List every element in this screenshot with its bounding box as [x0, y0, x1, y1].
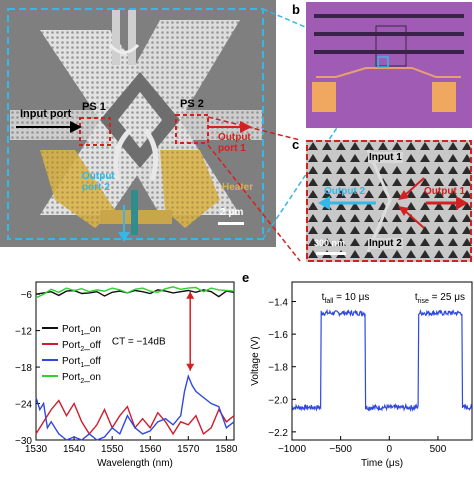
x-tick-label-e-1: −500 — [329, 444, 352, 455]
panel-label-b: b — [292, 2, 300, 17]
scale-bar-label-a: 2 μm — [220, 207, 244, 218]
fall-time-annotation-suffix: = 10 μs — [333, 292, 369, 303]
series-line-Port2_off — [35, 399, 235, 436]
x-axis-label-d: Wavelength (nm) — [97, 458, 173, 469]
y-tick-label-d-4: −30 — [15, 436, 32, 447]
heater-label: Heater — [222, 182, 254, 193]
y-axis-label-e: Voltage (V) — [250, 336, 261, 385]
output-port-1-label: Output port 1 — [218, 132, 251, 154]
ps1-label: PS 1 — [82, 101, 106, 113]
y-tick-label-e-1: −1.6 — [268, 330, 288, 341]
y-tick-label-e-2: −1.8 — [268, 363, 288, 374]
plot-frame-d — [35, 281, 235, 441]
ct-annotation: CT = −14dB — [112, 337, 166, 348]
legend-label-Port2_on: Port2_on — [62, 372, 101, 385]
panel-d: 1530 1540 1550 1560 1570 1580 −6 −12 −18 −24 −30 Wa… — [0, 276, 240, 474]
series-line-voltage — [291, 308, 473, 413]
y-tick-label-d-1: −12 — [15, 327, 32, 338]
input1-label: Input 1 — [368, 152, 403, 163]
legend-label-Port2_off-sub: 2 — [80, 346, 84, 353]
legend-label-Port2_on-sub: 2 — [80, 378, 84, 385]
x-tick-label-e-0: −1000 — [278, 444, 307, 455]
time-trace-chart: −1000 −500 0 500 −1.4 −1.6 −1.8 −2.0 −2.2 Time (μ… — [250, 281, 473, 469]
legend-label-Port1_on-sub: 1 — [80, 330, 84, 337]
x-tick-label-d-4: 1570 — [177, 444, 200, 455]
legend-label-Port1_on: Port1_on — [62, 324, 101, 337]
rise-time-annotation-suffix: = 25 μs — [429, 292, 465, 303]
x-tick-label-e-2: 0 — [387, 444, 393, 455]
scale-bar-label-c: 300 nm — [314, 238, 346, 248]
output1-label: Output 1 — [424, 186, 466, 197]
sem-device-image — [0, 0, 276, 247]
series-line-Port1_off — [35, 373, 235, 441]
x-tick-label-d-0: 1530 — [25, 444, 48, 455]
y-tick-label-e-4: −2.2 — [268, 428, 288, 439]
x-tick-label-d-5: 1580 — [215, 444, 238, 455]
legend-label-Port1_off-sub: 1 — [80, 362, 84, 369]
ct-arrow-head-bottom — [186, 363, 195, 371]
y-tick-label-d-3: −24 — [15, 400, 32, 411]
plot-frame-e — [291, 281, 473, 441]
series-line-Port2_on — [35, 286, 235, 299]
input2-label: Input 2 — [368, 238, 403, 249]
chip-photo-image — [306, 2, 472, 128]
panel-e: −1000 −500 0 500 −1.4 −1.6 −1.8 −2.0 −2.2 Time (μ… — [244, 276, 474, 474]
legend-label-Port1_off-suffix: _off — [83, 356, 101, 367]
legend-label-Port1_on-suffix: _on — [83, 324, 101, 335]
panel-label-c: c — [292, 137, 300, 152]
y-tick-label-d-2: −18 — [15, 363, 32, 374]
x-axis-label-e: Time (μs) — [361, 458, 403, 469]
rise-time-annotation: trise = 25 μs — [415, 292, 465, 305]
fall-time-annotation-sub: fall — [324, 298, 333, 305]
legend-label-Port2_off-suffix: _off — [83, 340, 101, 351]
panel-c: Input 1 Input 2 Output 2 Output 1 300 nm — [306, 140, 472, 262]
ct-arrow-head-top — [186, 291, 195, 299]
legend-label-Port2_on-main: Port — [62, 372, 81, 383]
rise-time-annotation-main: t — [415, 292, 418, 303]
y-tick-label-e-0: −1.4 — [268, 298, 288, 309]
input-port-label: Input port — [20, 108, 72, 120]
fall-time-annotation-main: t — [322, 292, 325, 303]
legend-label-Port2_off-main: Port — [62, 340, 81, 351]
fall-time-annotation: tfall = 10 μs — [322, 292, 370, 305]
x-tick-label-e-3: 500 — [430, 444, 447, 455]
x-tick-label-d-3: 1560 — [139, 444, 162, 455]
panel-label-e: e — [242, 270, 250, 285]
legend-label-Port1_off-main: Port — [62, 356, 81, 367]
legend-label-Port2_on-suffix: _on — [83, 372, 101, 383]
y-tick-label-d-0: −6 — [21, 290, 33, 301]
output-port-2-label: Output port 2 — [82, 171, 115, 193]
rise-time-annotation-sub: rise — [418, 298, 429, 305]
legend-label-Port1_on-main: Port — [62, 324, 81, 335]
panel-b — [306, 2, 472, 128]
x-tick-label-d-2: 1550 — [101, 444, 124, 455]
legend-label-Port2_off: Port2_off — [62, 340, 101, 353]
spectrum-chart: 1530 1540 1550 1560 1570 1580 −6 −12 −18 −24 −30 Wa… — [15, 281, 238, 469]
legend-label-Port1_off: Port1_off — [62, 356, 101, 369]
connector-lines-ac — [207, 116, 301, 262]
x-tick-label-d-1: 1540 — [63, 444, 86, 455]
panel-a: PS 1 PS 2 Input port Output port 1 Outpu… — [0, 0, 276, 247]
output2-label: Output 2 — [324, 186, 366, 197]
y-tick-label-e-3: −2.0 — [268, 395, 288, 406]
ps2-label: PS 2 — [180, 98, 204, 110]
